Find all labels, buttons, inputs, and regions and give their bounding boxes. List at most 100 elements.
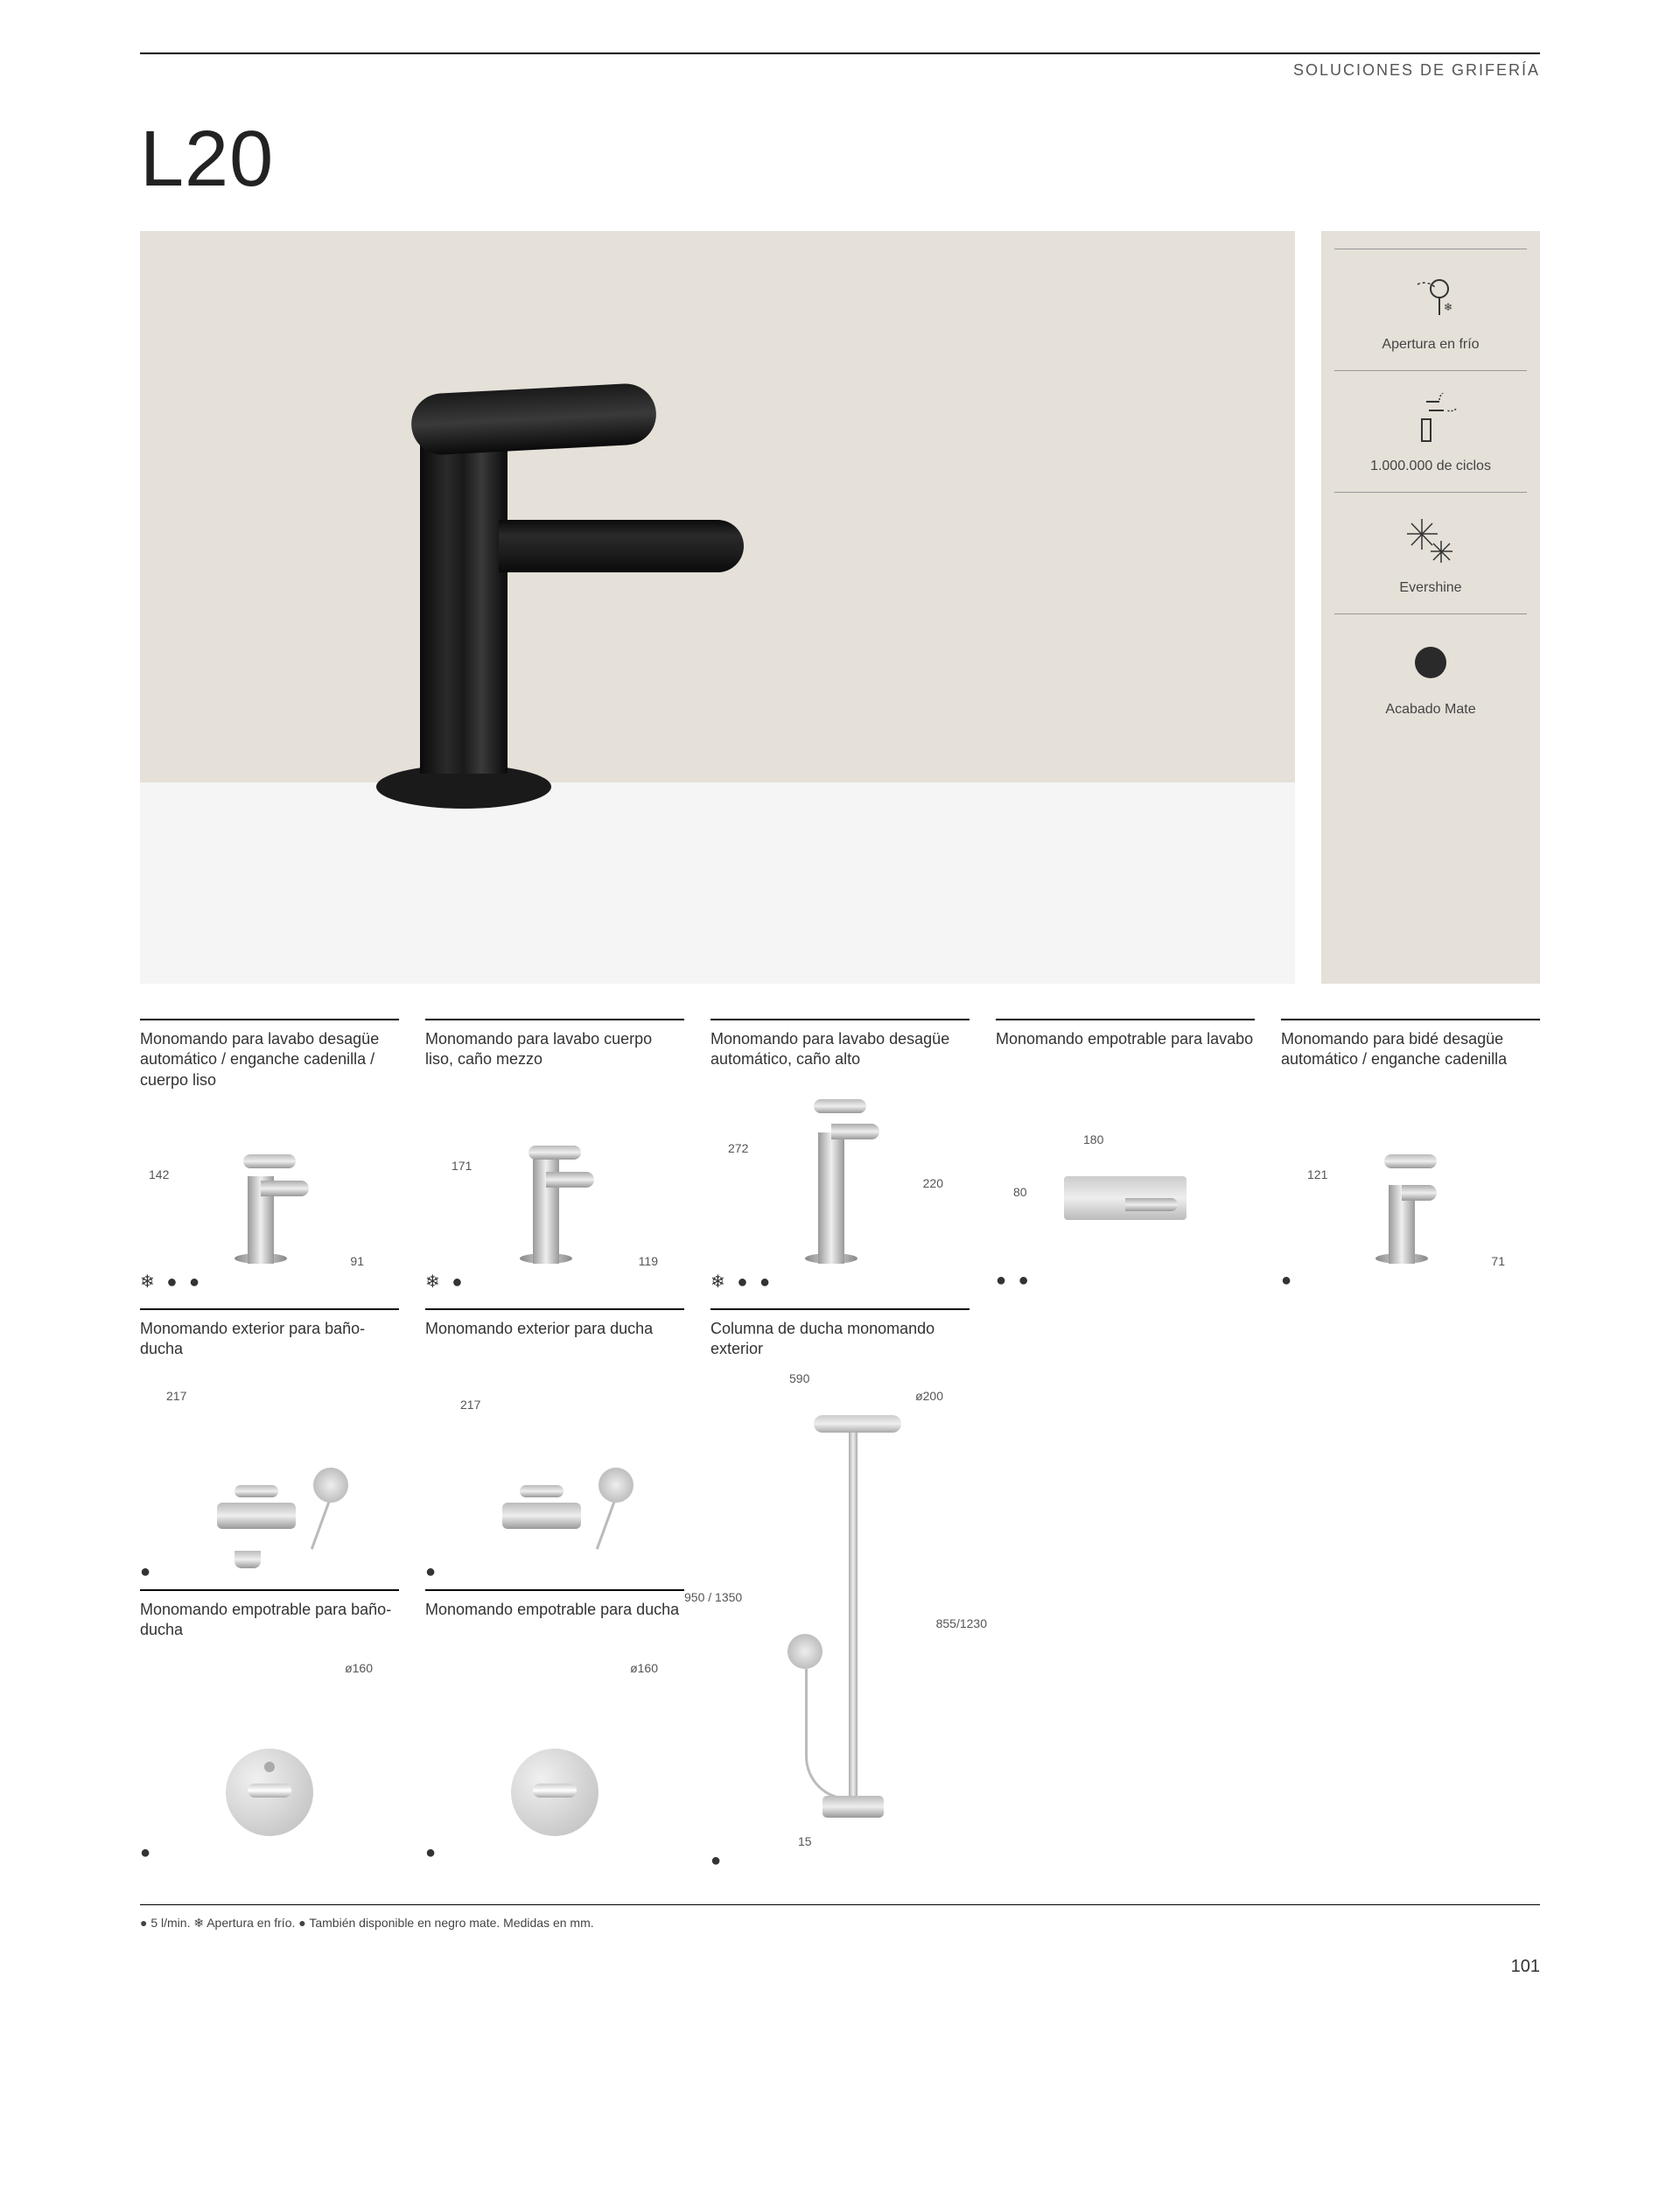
hero-faucet-body bbox=[420, 441, 508, 774]
product-icons: ● bbox=[425, 1836, 684, 1870]
dim-h1: 950 / 1350 bbox=[684, 1590, 742, 1604]
product-diagram: ø160 bbox=[425, 1652, 684, 1836]
dim-width: 91 bbox=[350, 1254, 364, 1268]
round-plate-icon bbox=[511, 1749, 598, 1836]
product-empotrable-lavabo: Monomando empotrable para lavabo 80 180 … bbox=[996, 1019, 1255, 1300]
legend-text: ● 5 l/min. ❄ Apertura en frío. ● También… bbox=[140, 1904, 1540, 1931]
product-icons: ● bbox=[140, 1836, 399, 1870]
product-diagram: 590 ø200 950 / 1350 855/1230 15 bbox=[710, 1371, 970, 1844]
product-col-2: Monomando exterior para ducha 217 ● Mono… bbox=[425, 1308, 684, 1878]
product-icons: ❄ ● bbox=[425, 1264, 684, 1300]
dim-height: 272 bbox=[728, 1141, 748, 1155]
products-row-1: Monomando para lavabo desagüe automático… bbox=[140, 1019, 1540, 1300]
feature-label: 1.000.000 de ciclos bbox=[1334, 459, 1527, 474]
product-title: Columna de ducha monomando exterior bbox=[710, 1319, 970, 1363]
product-diagram: 171 119 bbox=[425, 1106, 684, 1264]
page-title: L20 bbox=[140, 115, 1540, 205]
dim-w: 590 bbox=[789, 1371, 809, 1385]
page-number: 101 bbox=[140, 1957, 1540, 1977]
top-rule bbox=[140, 53, 1540, 54]
dim-height: 121 bbox=[1307, 1167, 1327, 1181]
dim-diameter: ø160 bbox=[630, 1661, 658, 1675]
product-title: Monomando empotrable para ducha bbox=[425, 1600, 684, 1644]
product-lavabo-3: Monomando para lavabo desagüe automático… bbox=[710, 1019, 970, 1300]
product-diagram: 121 71 bbox=[1281, 1106, 1540, 1264]
product-icons: ● bbox=[425, 1555, 684, 1589]
empty-col bbox=[996, 1308, 1255, 1878]
product-icons: ❄ ● ● bbox=[140, 1264, 399, 1300]
product-icons: ● bbox=[710, 1844, 970, 1878]
hero-shelf bbox=[140, 782, 1295, 984]
hero-row: ❄ Apertura en frío 1.000.000 de ciclos bbox=[140, 231, 1540, 984]
catalog-page: SOLUCIONES DE GRIFERÍA L20 ❄ Apertur bbox=[0, 0, 1680, 2021]
product-icons: ● bbox=[140, 1555, 399, 1589]
shower-mixer-icon bbox=[476, 1468, 634, 1555]
dim-width: 220 bbox=[923, 1176, 943, 1190]
shower-column-icon bbox=[761, 1406, 919, 1844]
product-title: Monomando exterior para baño-ducha bbox=[140, 1319, 399, 1363]
feature-matte: Acabado Mate bbox=[1334, 613, 1527, 735]
dim-h2: 855/1230 bbox=[936, 1616, 987, 1630]
faucet-icon bbox=[1371, 1150, 1450, 1264]
feature-label: Acabado Mate bbox=[1334, 702, 1527, 718]
feature-label: Apertura en frío bbox=[1334, 337, 1527, 353]
round-plate-icon bbox=[226, 1749, 313, 1836]
cycles-icon bbox=[1334, 389, 1527, 450]
evershine-icon bbox=[1334, 510, 1527, 571]
product-title: Monomando exterior para ducha bbox=[425, 1319, 684, 1363]
product-title: Monomando empotrable para lavabo bbox=[996, 1029, 1255, 1097]
dim-height: 171 bbox=[452, 1159, 472, 1173]
svg-text:❄: ❄ bbox=[1444, 301, 1452, 313]
product-diagram: 142 91 bbox=[140, 1106, 399, 1264]
product-icons: ● bbox=[1281, 1264, 1540, 1298]
product-columna-ducha: Columna de ducha monomando exterior 590 … bbox=[710, 1308, 970, 1878]
product-diagram: ø160 bbox=[140, 1652, 399, 1836]
feature-cold-open: ❄ Apertura en frío bbox=[1334, 249, 1527, 370]
dim-width: 119 bbox=[639, 1254, 658, 1268]
dim-diameter: ø160 bbox=[345, 1661, 373, 1675]
matte-icon bbox=[1334, 632, 1527, 693]
cold-open-icon: ❄ bbox=[1334, 267, 1527, 328]
dim-width: 217 bbox=[166, 1389, 186, 1403]
dim-width: 71 bbox=[1491, 1254, 1505, 1268]
dim-width: 217 bbox=[460, 1398, 480, 1412]
product-lavabo-2: Monomando para lavabo cuerpo liso, caño … bbox=[425, 1019, 684, 1300]
product-diagram: 272 220 bbox=[710, 1106, 970, 1264]
faucet-icon bbox=[801, 1106, 879, 1264]
product-col-1: Monomando exterior para baño-ducha 217 ●… bbox=[140, 1308, 399, 1878]
hero-faucet-lever bbox=[410, 382, 657, 457]
product-diagram: 80 180 bbox=[996, 1106, 1255, 1264]
wall-faucet-icon bbox=[1064, 1176, 1186, 1229]
empty-col bbox=[1281, 1308, 1540, 1878]
shower-mixer-icon bbox=[191, 1468, 348, 1555]
products-row-2: Monomando exterior para baño-ducha 217 ●… bbox=[140, 1308, 1540, 1878]
section-label: SOLUCIONES DE GRIFERÍA bbox=[140, 61, 1540, 80]
faucet-icon bbox=[515, 1150, 594, 1264]
product-icons: ❄ ● ● bbox=[710, 1264, 970, 1300]
features-column: ❄ Apertura en frío 1.000.000 de ciclos bbox=[1321, 231, 1540, 984]
feature-cycles: 1.000.000 de ciclos bbox=[1334, 370, 1527, 492]
faucet-icon bbox=[230, 1150, 309, 1264]
product-title: Monomando para bidé desagüe automático /… bbox=[1281, 1029, 1540, 1097]
product-title: Monomando para lavabo desagüe automático… bbox=[140, 1029, 399, 1097]
dim-height: 142 bbox=[149, 1167, 169, 1181]
product-ducha-ext: Monomando exterior para ducha 217 ● bbox=[425, 1308, 684, 1589]
product-lavabo-1: Monomando para lavabo desagüe automático… bbox=[140, 1019, 399, 1300]
product-bano-ducha-emp: Monomando empotrable para baño-ducha ø16… bbox=[140, 1589, 399, 1870]
product-diagram: 217 bbox=[425, 1371, 684, 1555]
product-icons: ● ● bbox=[996, 1264, 1255, 1298]
feature-evershine: Evershine bbox=[1334, 492, 1527, 613]
product-title: Monomando para lavabo cuerpo liso, caño … bbox=[425, 1029, 684, 1097]
product-diagram: 217 bbox=[140, 1371, 399, 1555]
product-bide: Monomando para bidé desagüe automático /… bbox=[1281, 1019, 1540, 1300]
dim-width: 180 bbox=[1083, 1132, 1103, 1146]
product-title: Monomando para lavabo desagüe automático… bbox=[710, 1029, 970, 1097]
hero-image bbox=[140, 231, 1295, 984]
dim-head: ø200 bbox=[915, 1389, 943, 1403]
dim-height: 80 bbox=[1013, 1185, 1027, 1199]
feature-label: Evershine bbox=[1334, 580, 1527, 596]
product-title: Monomando empotrable para baño-ducha bbox=[140, 1600, 399, 1644]
hero-faucet-spout bbox=[499, 520, 744, 572]
product-bano-ducha-ext: Monomando exterior para baño-ducha 217 ● bbox=[140, 1308, 399, 1589]
product-ducha-emp: Monomando empotrable para ducha ø160 ● bbox=[425, 1589, 684, 1870]
